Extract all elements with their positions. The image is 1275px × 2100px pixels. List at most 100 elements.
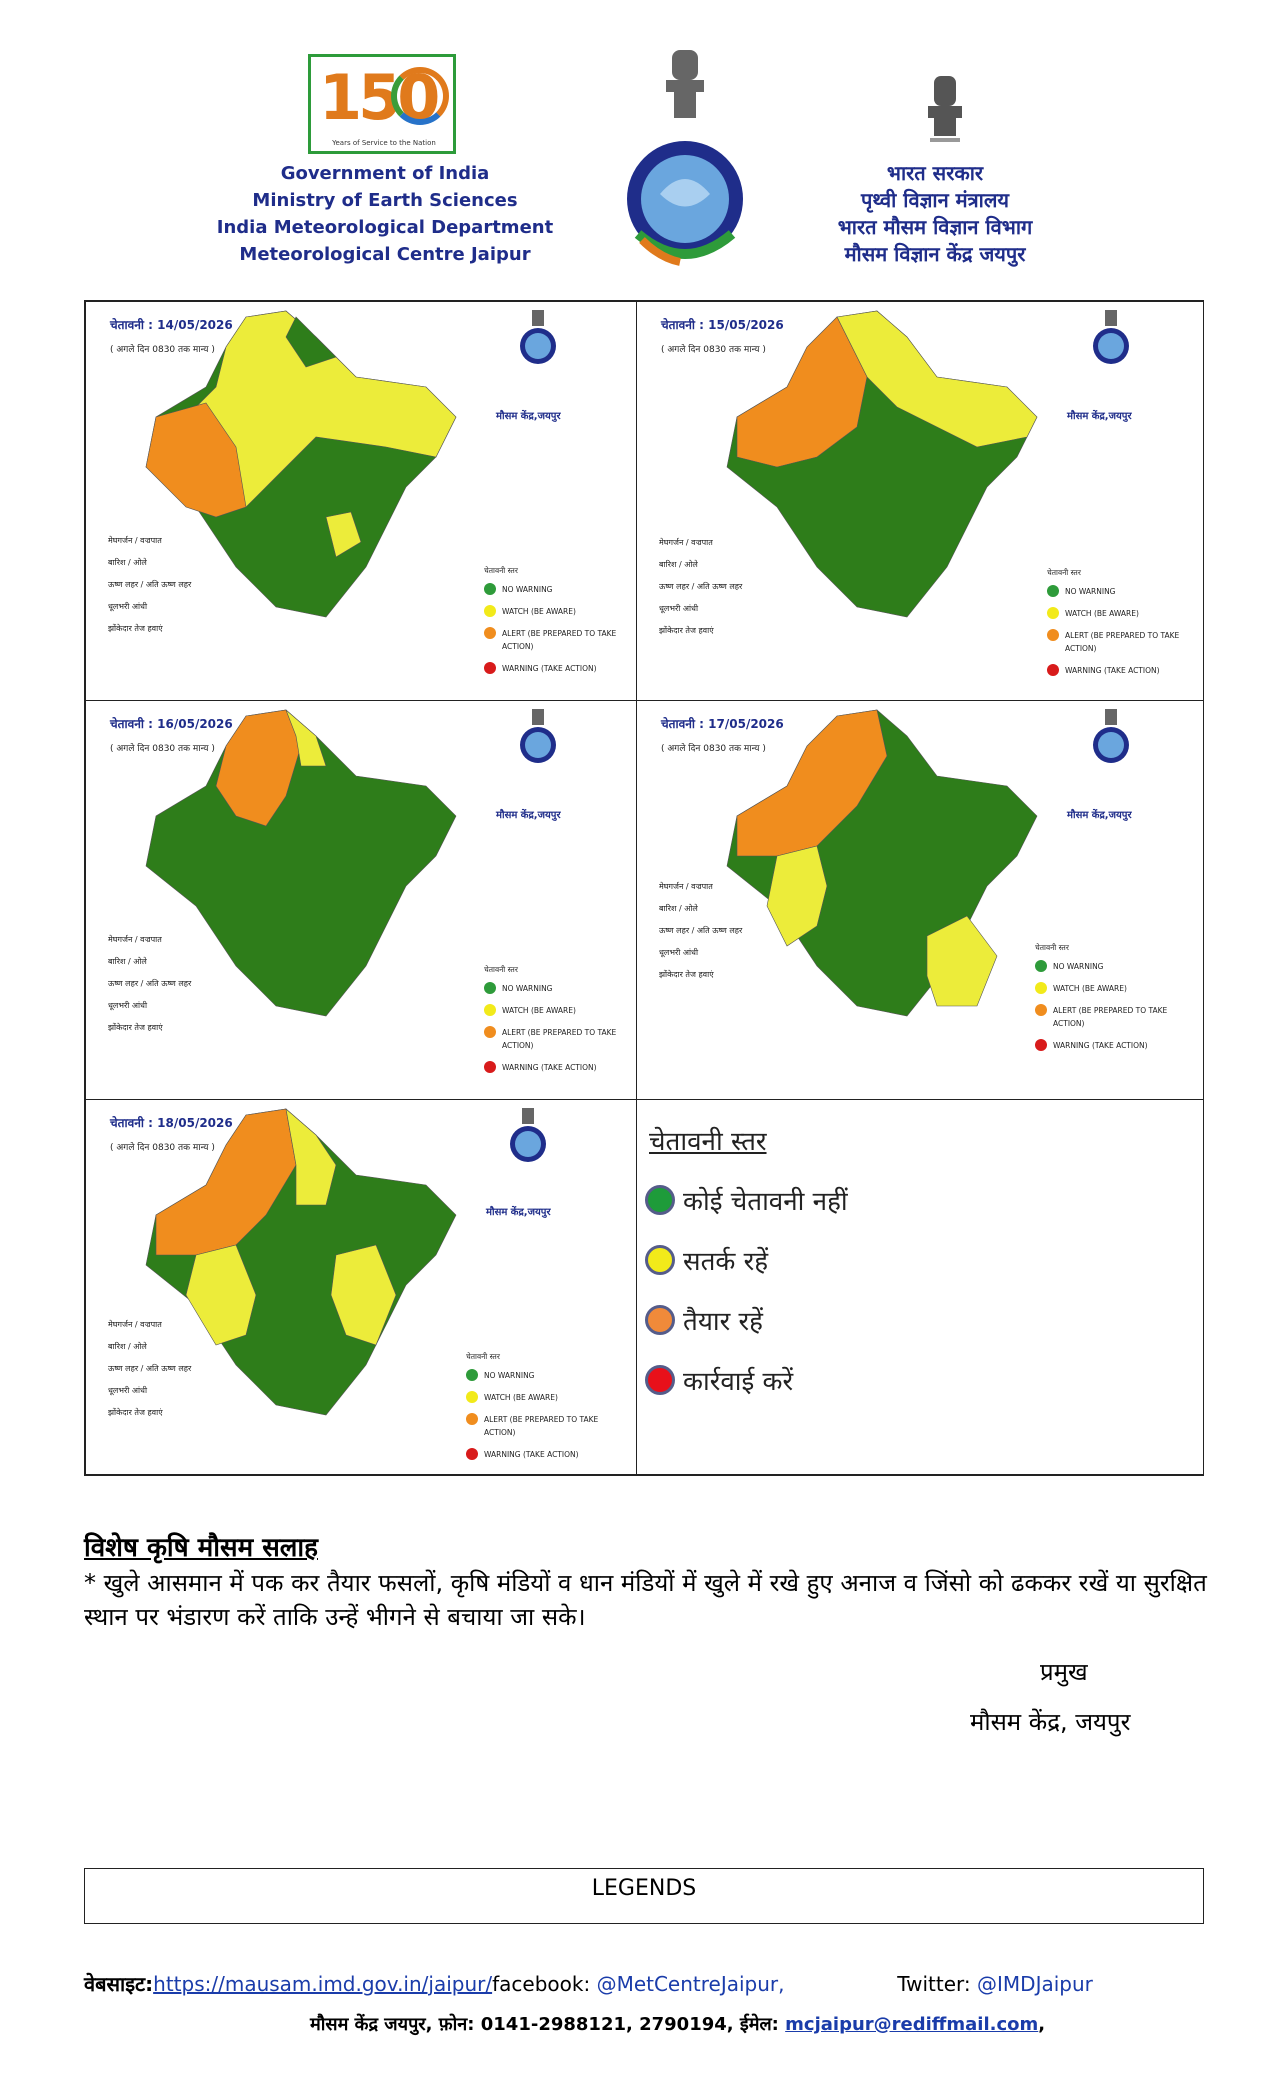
level-no-warning: NO WARNING (502, 585, 553, 594)
email-link[interactable]: mcjaipur@rediffmail.com (785, 2014, 1039, 2035)
legend-thunderstorm: मेघगर्जन / वज्रपात (659, 882, 713, 891)
imd-logo-icon (627, 50, 743, 266)
rajasthan-map (726, 709, 1038, 1017)
national-emblem-icon (928, 76, 962, 142)
legend-heatwave: ऊष्ण लहर / अति ऊष्ण लहर (108, 1364, 192, 1373)
footer-links: वेबसाइट:https://mausam.imd.gov.in/jaipur… (84, 1970, 1093, 1997)
rajasthan-map (726, 310, 1038, 618)
legend-heatwave: ऊष्ण लहर / अति ऊष्ण लहर (659, 926, 743, 935)
level-legend: चेतावनी स्तर NO WARNING WATCH (BE AWARE)… (484, 963, 624, 1083)
map-panel-15-05: चेतावनी : 15/05/2026 ( अगले दिन 0830 तक … (636, 301, 1204, 701)
legend-rain-hail: बारिश / ओले (659, 560, 698, 569)
map-title: चेतावनी : 16/05/2026 (110, 717, 233, 731)
red-dot-icon (484, 662, 496, 674)
yellow-dot-icon (466, 1391, 478, 1403)
legend-heatwave: ऊष्ण लहर / अति ऊष्ण लहर (108, 979, 192, 988)
rajasthan-map (145, 709, 457, 1017)
map-validity: ( अगले दिन 0830 तक मान्य ) (661, 744, 766, 754)
website-link[interactable]: https://mausam.imd.gov.in/jaipur/ (153, 1972, 493, 1996)
big-legend-label: सतर्क रहें (683, 1247, 769, 1277)
ministry-text: Ministry of Earth Sciences (252, 190, 518, 211)
imd-logo-icon (520, 709, 556, 763)
signatory-title: प्रमुख (1040, 1658, 1088, 1686)
orange-circle-icon (645, 1305, 675, 1335)
legend-thunderstorm: मेघगर्जन / वज्रपात (108, 536, 162, 545)
red-dot-icon (1047, 664, 1059, 676)
level-warning: WARNING (TAKE ACTION) (1065, 666, 1160, 675)
orange-dot-icon (484, 1026, 496, 1038)
english-header: Government of India Ministry of Earth Sc… (215, 160, 555, 268)
level-alert: ALERT (BE PREPARED TO TAKE ACTION) (1053, 1006, 1168, 1028)
hin-ministry-text: पृथ्वी विज्ञान मंत्रालय (860, 188, 1010, 212)
mc-jaipur-text: Meteorological Centre Jaipur (239, 244, 531, 265)
legend-rain-hail: बारिश / ओले (659, 904, 698, 913)
legend-gusty-wind: झोंकेदार तेज हवाएं (659, 626, 714, 635)
level-watch: WATCH (BE AWARE) (1053, 984, 1127, 993)
imd-logo-icon (1093, 310, 1129, 364)
warning-level-legend-panel: चेतावनी स्तर कोई चेतावनी नहीं सतर्क रहें… (636, 1099, 1204, 1475)
level-legend: चेतावनी स्तर NO WARNING WATCH (BE AWARE)… (1035, 941, 1185, 1061)
legend-rain-hail: बारिश / ओले (108, 957, 147, 966)
level-legend: चेतावनी स्तर NO WARNING WATCH (BE AWARE)… (1047, 566, 1187, 686)
phenomena-legend: मेघगर्जन / वज्रपात बारिश / ओले ऊष्ण लहर … (108, 929, 191, 1039)
big-legend-row: कोई चेतावनी नहीं (645, 1182, 1203, 1218)
legends-label: LEGENDS (591, 1876, 697, 1901)
green-dot-icon (484, 982, 496, 994)
level-no-warning: NO WARNING (1053, 962, 1104, 971)
imd-logo-icon (520, 310, 556, 364)
yellow-circle-icon (645, 1245, 675, 1275)
level-watch: WATCH (BE AWARE) (484, 1393, 558, 1402)
orange-dot-icon (1035, 1004, 1047, 1016)
legend-duststorm: धूलभरी आंधी (108, 1001, 148, 1010)
big-legend-row: तैयार रहें (645, 1302, 1203, 1338)
map-panel-16-05: चेतावनी : 16/05/2026 ( अगले दिन 0830 तक … (85, 700, 637, 1100)
hin-gov-text: भारत सरकार (886, 161, 984, 185)
yellow-dot-icon (1047, 607, 1059, 619)
legend-duststorm: धूलभरी आंधी (659, 604, 699, 613)
legend-gusty-wind: झोंकेदार तेज हवाएं (108, 624, 163, 633)
big-legend-title: चेतावनी स्तर (649, 1127, 767, 1157)
rajasthan-map (145, 310, 457, 618)
phenomena-legend: मेघगर्जन / वज्रपात बारिश / ओले ऊष्ण लहर … (659, 876, 742, 986)
map-centre-label: मौसम केंद्र,जयपुर (496, 810, 561, 821)
green-dot-icon (466, 1369, 478, 1381)
map-panel-17-05: चेतावनी : 17/05/2026 ( अगले दिन 0830 तक … (636, 700, 1204, 1100)
map-validity: ( अगले दिन 0830 तक मान्य ) (110, 744, 215, 754)
level-alert: ALERT (BE PREPARED TO TAKE ACTION) (502, 1028, 617, 1050)
phenomena-legend: मेघगर्जन / वज्रपात बारिश / ओले ऊष्ण लहर … (108, 1314, 191, 1424)
map-centre-label: मौसम केंद्र,जयपुर (1067, 810, 1132, 821)
legend-heatwave: ऊष्ण लहर / अति ऊष्ण लहर (108, 580, 192, 589)
legend-gusty-wind: झोंकेदार तेज हवाएं (108, 1408, 163, 1417)
advisory-title: विशेष कृषि मौसम सलाह (84, 1533, 318, 1563)
legend-thunderstorm: मेघगर्जन / वज्रपात (108, 935, 162, 944)
facebook-link[interactable]: @MetCentreJaipur, (596, 1972, 785, 1996)
map-validity: ( अगले दिन 0830 तक मान्य ) (110, 1143, 215, 1153)
level-alert: ALERT (BE PREPARED TO TAKE ACTION) (484, 1415, 599, 1437)
yellow-dot-icon (484, 605, 496, 617)
footer-contact: मौसम केंद्र जयपुर, फ़ोन: 0141-2988121, 2… (310, 2012, 1045, 2036)
signatory-office: मौसम केंद्र, जयपुर (970, 1708, 1131, 1736)
map-panel-18-05: चेतावनी : 18/05/2026 ( अगले दिन 0830 तक … (85, 1099, 637, 1475)
warning-map-grid: चेतावनी : 14/05/2026 ( अगले दिन 0830 तक … (84, 300, 1204, 1476)
green-dot-icon (1035, 960, 1047, 972)
map-centre-label: मौसम केंद्र,जयपुर (486, 1207, 551, 1218)
level-legend-title: चेतावनी स्तर (466, 1352, 500, 1361)
orange-dot-icon (484, 627, 496, 639)
legend-thunderstorm: मेघगर्जन / वज्रपात (108, 1320, 162, 1329)
legend-gusty-wind: झोंकेदार तेज हवाएं (108, 1023, 163, 1032)
orange-dot-icon (466, 1413, 478, 1425)
map-title: चेतावनी : 14/05/2026 (110, 318, 233, 332)
level-legend: चेतावनी स्तर NO WARNING WATCH (BE AWARE)… (484, 564, 624, 684)
imd-logo-icon (510, 1108, 546, 1162)
map-title: चेतावनी : 15/05/2026 (661, 318, 784, 332)
level-no-warning: NO WARNING (484, 1371, 535, 1380)
level-watch: WATCH (BE AWARE) (502, 607, 576, 616)
red-dot-icon (484, 1061, 496, 1073)
logo150-tagline: Years of Service to the Nation (332, 139, 436, 147)
contact-text: मौसम केंद्र जयपुर, फ़ोन: 0141-2988121, 2… (310, 2014, 779, 2035)
map-title: चेतावनी : 18/05/2026 (110, 1116, 233, 1130)
level-warning: WARNING (TAKE ACTION) (484, 1450, 579, 1459)
legend-rain-hail: बारिश / ओले (108, 1342, 147, 1351)
twitter-link[interactable]: @IMDJaipur (977, 1972, 1093, 1996)
website-label: वेबसाइट: (84, 1972, 154, 1996)
